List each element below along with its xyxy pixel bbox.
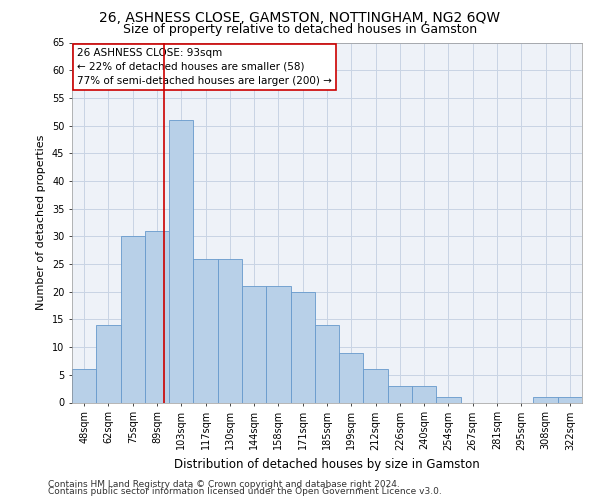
Bar	[96, 325, 121, 402]
Bar	[364, 370, 388, 402]
Bar	[388, 386, 412, 402]
Bar	[145, 231, 169, 402]
X-axis label: Distribution of detached houses by size in Gamston: Distribution of detached houses by size …	[174, 458, 480, 471]
Bar	[290, 292, 315, 403]
Bar	[315, 325, 339, 402]
Text: Contains public sector information licensed under the Open Government Licence v3: Contains public sector information licen…	[48, 488, 442, 496]
Bar	[169, 120, 193, 403]
Bar	[242, 286, 266, 403]
Text: Size of property relative to detached houses in Gamston: Size of property relative to detached ho…	[123, 22, 477, 36]
Bar	[72, 370, 96, 402]
Bar	[436, 397, 461, 402]
Bar	[558, 397, 582, 402]
Bar	[339, 352, 364, 403]
Bar	[266, 286, 290, 403]
Bar	[218, 258, 242, 402]
Bar	[533, 397, 558, 402]
Bar	[193, 258, 218, 402]
Text: 26 ASHNESS CLOSE: 93sqm
← 22% of detached houses are smaller (58)
77% of semi-de: 26 ASHNESS CLOSE: 93sqm ← 22% of detache…	[77, 48, 332, 86]
Text: 26, ASHNESS CLOSE, GAMSTON, NOTTINGHAM, NG2 6QW: 26, ASHNESS CLOSE, GAMSTON, NOTTINGHAM, …	[100, 11, 500, 25]
Bar	[121, 236, 145, 402]
Bar	[412, 386, 436, 402]
Text: Contains HM Land Registry data © Crown copyright and database right 2024.: Contains HM Land Registry data © Crown c…	[48, 480, 400, 489]
Y-axis label: Number of detached properties: Number of detached properties	[37, 135, 46, 310]
